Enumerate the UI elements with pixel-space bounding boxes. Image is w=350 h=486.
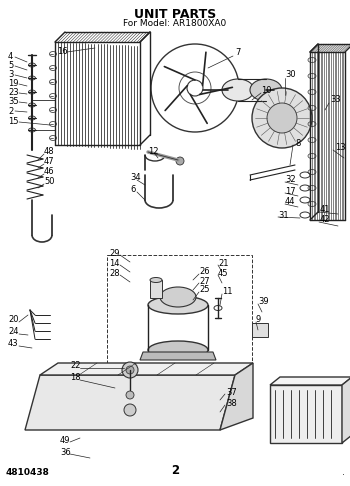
Text: 35: 35: [8, 98, 19, 106]
Text: 2: 2: [8, 106, 13, 116]
Text: 37: 37: [226, 387, 237, 397]
Text: 24: 24: [8, 328, 19, 336]
Bar: [252, 323, 268, 337]
Text: For Model: AR1800XA0: For Model: AR1800XA0: [123, 19, 227, 28]
Text: 22: 22: [70, 362, 80, 370]
Circle shape: [176, 157, 184, 165]
Text: 34: 34: [130, 174, 141, 183]
Circle shape: [124, 404, 136, 416]
Text: 39: 39: [258, 297, 269, 307]
Text: 19: 19: [8, 80, 19, 88]
Text: 18: 18: [70, 374, 80, 382]
Text: 26: 26: [199, 267, 210, 277]
Text: 13: 13: [335, 143, 346, 153]
Ellipse shape: [28, 63, 35, 67]
Text: 4: 4: [8, 52, 13, 62]
Circle shape: [252, 88, 312, 148]
Text: 5: 5: [8, 62, 13, 70]
Bar: [270, 385, 342, 443]
Text: 31: 31: [278, 210, 289, 220]
Polygon shape: [342, 377, 350, 443]
Bar: [107, 255, 252, 365]
Ellipse shape: [150, 278, 162, 282]
Ellipse shape: [28, 76, 35, 80]
Ellipse shape: [222, 79, 254, 101]
Text: 30: 30: [285, 70, 296, 80]
Circle shape: [122, 362, 138, 378]
Text: 29: 29: [109, 248, 119, 258]
Text: 21: 21: [218, 259, 229, 267]
Text: 45: 45: [218, 268, 229, 278]
Text: 36: 36: [60, 448, 71, 456]
Polygon shape: [140, 352, 216, 360]
Text: 16: 16: [57, 48, 68, 56]
Text: 4810438: 4810438: [6, 468, 50, 477]
Ellipse shape: [28, 116, 35, 120]
Text: .: .: [342, 468, 345, 477]
Ellipse shape: [250, 79, 282, 101]
Text: 49: 49: [60, 435, 70, 445]
Text: 33: 33: [330, 96, 341, 104]
Ellipse shape: [148, 296, 208, 314]
Ellipse shape: [28, 90, 35, 94]
Polygon shape: [220, 363, 253, 430]
Text: 23: 23: [8, 88, 19, 98]
Circle shape: [267, 103, 297, 133]
Text: 44: 44: [285, 197, 295, 207]
Text: 20: 20: [8, 315, 19, 325]
Bar: [150, 280, 162, 298]
Text: 14: 14: [109, 259, 119, 267]
Ellipse shape: [148, 341, 208, 359]
Text: 41: 41: [320, 206, 330, 214]
Text: 48: 48: [44, 147, 55, 156]
Text: 46: 46: [44, 168, 55, 176]
Text: 25: 25: [199, 285, 210, 295]
Text: 43: 43: [8, 340, 19, 348]
Text: 6: 6: [130, 186, 135, 194]
Text: 32: 32: [285, 175, 296, 185]
Text: 15: 15: [8, 118, 19, 126]
Ellipse shape: [28, 128, 35, 132]
Text: 47: 47: [44, 157, 55, 167]
Polygon shape: [40, 363, 253, 375]
Polygon shape: [25, 375, 235, 430]
Text: 38: 38: [226, 399, 237, 407]
Text: 27: 27: [199, 277, 210, 285]
Text: 50: 50: [44, 177, 55, 187]
Text: 12: 12: [148, 147, 159, 156]
Ellipse shape: [160, 287, 196, 307]
Text: UNIT PARTS: UNIT PARTS: [134, 8, 216, 21]
Text: 2: 2: [171, 464, 179, 477]
Circle shape: [126, 391, 134, 399]
Text: 3: 3: [8, 70, 13, 80]
Ellipse shape: [28, 103, 35, 107]
Text: 42: 42: [320, 215, 330, 225]
Circle shape: [126, 366, 134, 374]
Text: 28: 28: [109, 268, 120, 278]
Text: 8: 8: [295, 139, 300, 147]
Text: 10: 10: [261, 87, 272, 96]
Text: 9: 9: [256, 315, 261, 325]
Text: 7: 7: [235, 49, 240, 57]
Text: 17: 17: [285, 187, 296, 195]
Polygon shape: [270, 377, 350, 385]
Text: 11: 11: [222, 288, 232, 296]
